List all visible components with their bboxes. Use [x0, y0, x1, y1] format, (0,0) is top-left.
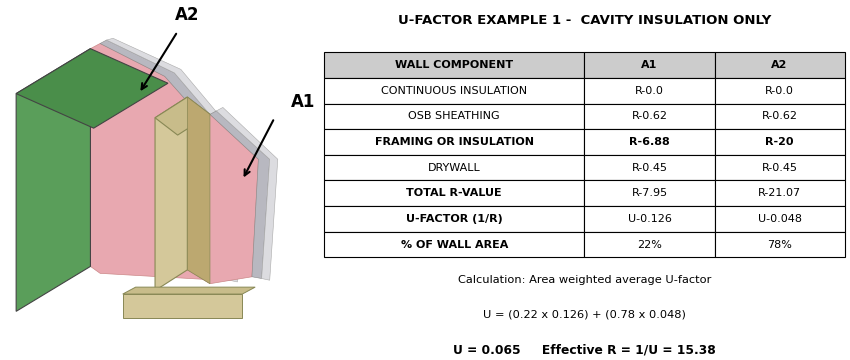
Polygon shape: [187, 97, 210, 284]
Text: WALL COMPONENT: WALL COMPONENT: [395, 60, 513, 70]
Text: R-0.62: R-0.62: [762, 111, 797, 121]
Text: A1: A1: [641, 60, 658, 70]
Polygon shape: [210, 111, 269, 279]
Text: A2: A2: [175, 6, 200, 24]
Polygon shape: [155, 97, 187, 291]
Polygon shape: [122, 294, 242, 318]
Bar: [584, 206, 715, 232]
Text: 22%: 22%: [637, 239, 662, 249]
Polygon shape: [187, 97, 258, 284]
Bar: [715, 155, 845, 180]
Bar: [715, 78, 845, 104]
Bar: [715, 232, 845, 257]
Text: 78%: 78%: [768, 239, 792, 249]
Text: U-0.048: U-0.048: [757, 214, 802, 224]
Bar: [324, 52, 584, 78]
Bar: [715, 180, 845, 206]
Text: A1: A1: [291, 93, 315, 111]
Bar: [715, 206, 845, 232]
Text: U-0.126: U-0.126: [627, 214, 672, 224]
Bar: [584, 155, 715, 180]
Text: U = 0.065     Effective R = 1/U = 15.38: U = 0.065 Effective R = 1/U = 15.38: [453, 344, 716, 357]
Text: R-6.88: R-6.88: [629, 137, 670, 147]
Polygon shape: [217, 107, 278, 280]
Text: U = (0.22 x 0.126) + (0.78 x 0.048): U = (0.22 x 0.126) + (0.78 x 0.048): [483, 310, 686, 320]
Polygon shape: [16, 49, 90, 311]
Text: R-0.45: R-0.45: [762, 163, 797, 173]
Polygon shape: [106, 38, 251, 282]
Polygon shape: [122, 287, 255, 294]
Bar: [584, 129, 715, 155]
Bar: [324, 78, 584, 104]
Text: CONTINUOUS INSULATION: CONTINUOUS INSULATION: [381, 86, 527, 96]
Text: R-7.95: R-7.95: [632, 188, 667, 198]
Text: A2: A2: [772, 60, 788, 70]
Text: U-FACTOR (1/R): U-FACTOR (1/R): [405, 214, 502, 224]
Bar: [324, 104, 584, 129]
Bar: [584, 232, 715, 257]
Text: TOTAL R-VALUE: TOTAL R-VALUE: [406, 188, 502, 198]
Text: R-0.0: R-0.0: [635, 86, 664, 96]
Bar: [324, 232, 584, 257]
Bar: [324, 206, 584, 232]
Polygon shape: [100, 40, 242, 280]
Polygon shape: [16, 49, 168, 128]
Text: R-0.0: R-0.0: [765, 86, 794, 96]
Text: R-0.45: R-0.45: [632, 163, 667, 173]
Bar: [324, 129, 584, 155]
Text: % OF WALL AREA: % OF WALL AREA: [400, 239, 508, 249]
Polygon shape: [90, 44, 233, 280]
Bar: [715, 129, 845, 155]
Text: U-FACTOR EXAMPLE 1 -  CAVITY INSULATION ONLY: U-FACTOR EXAMPLE 1 - CAVITY INSULATION O…: [398, 14, 771, 27]
Bar: [584, 180, 715, 206]
Bar: [324, 180, 584, 206]
Bar: [584, 104, 715, 129]
Bar: [715, 52, 845, 78]
Bar: [715, 104, 845, 129]
Text: R-20: R-20: [765, 137, 794, 147]
Text: FRAMING OR INSULATION: FRAMING OR INSULATION: [375, 137, 534, 147]
Bar: [324, 155, 584, 180]
Polygon shape: [155, 97, 210, 135]
Text: R-21.07: R-21.07: [758, 188, 802, 198]
Text: OSB SHEATHING: OSB SHEATHING: [408, 111, 500, 121]
Text: Calculation: Area weighted average U-factor: Calculation: Area weighted average U-fac…: [457, 275, 711, 285]
Text: DRYWALL: DRYWALL: [428, 163, 480, 173]
Bar: [584, 78, 715, 104]
Text: R-0.62: R-0.62: [632, 111, 667, 121]
Bar: [584, 52, 715, 78]
